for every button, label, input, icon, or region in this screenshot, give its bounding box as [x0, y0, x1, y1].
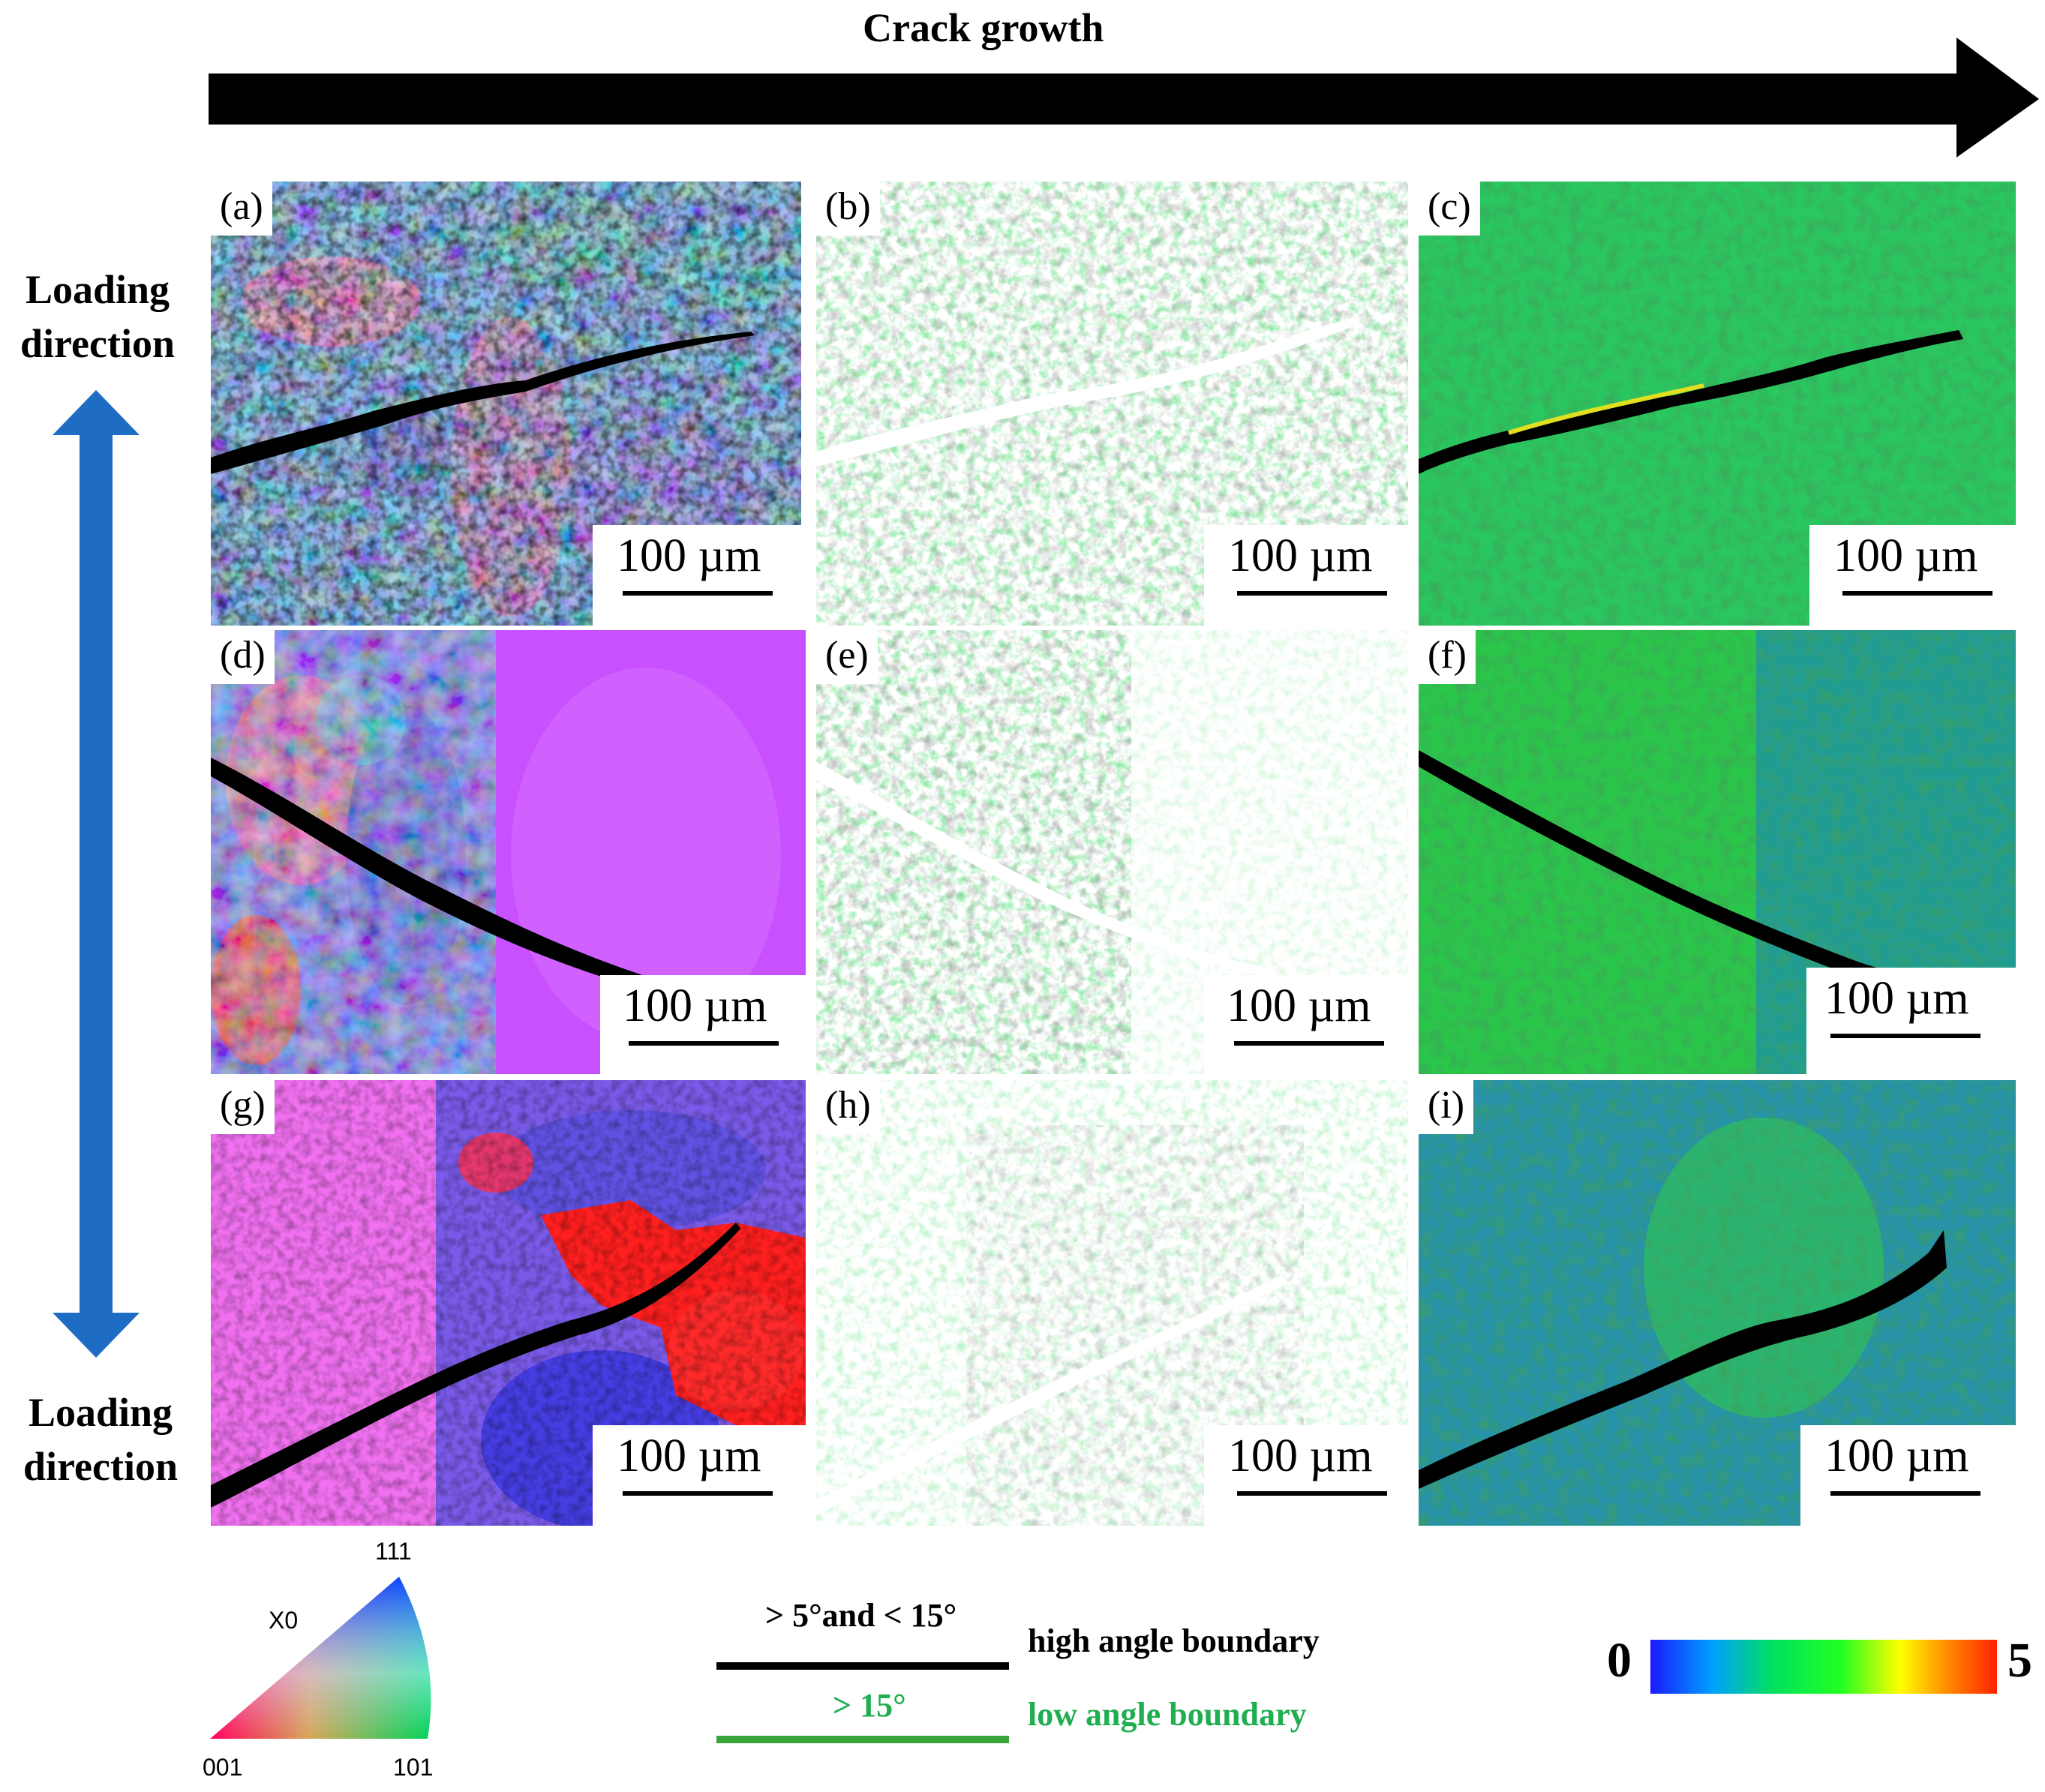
scalebar-text: 100 µm	[1833, 530, 1978, 581]
boundary-black-range: > 5°and < 15°	[765, 1597, 957, 1634]
boundary-green-line	[716, 1736, 1009, 1743]
boundary-green-range: > 15°	[833, 1687, 906, 1724]
ipf-axis-label: X0	[269, 1607, 299, 1634]
ipf-corner-101: 101	[393, 1754, 434, 1781]
panel-c-kam-map	[1419, 182, 2016, 626]
panel-d-ipf-map	[211, 630, 806, 1074]
scalebar-line	[1830, 1491, 1980, 1496]
scalebar-text: 100 µm	[1227, 980, 1371, 1031]
colorbar-max-label: 5	[2007, 1633, 2032, 1688]
panel-g-label: (g)	[211, 1080, 275, 1134]
panel-d-scalebar: 100 µm	[600, 975, 806, 1074]
panel-e-label: (e)	[816, 630, 878, 684]
loading-label-line1: Loading	[25, 267, 170, 312]
panel-f-label: (f)	[1419, 630, 1476, 684]
panel-g-scalebar: 100 µm	[593, 1425, 806, 1526]
panel-a-label: (a)	[211, 182, 272, 236]
scalebar-line	[623, 1491, 773, 1496]
scalebar-text: 100 µm	[1824, 1430, 1969, 1481]
boundary-black-label: high angle boundary	[1028, 1622, 1320, 1659]
scalebar-text: 100 µm	[617, 1430, 761, 1481]
scalebar-text: 100 µm	[1228, 1430, 1373, 1481]
panel-h-scalebar: 100 µm	[1204, 1425, 1408, 1526]
loading-label-line2: direction	[23, 1444, 178, 1489]
scalebar-text: 100 µm	[1228, 530, 1373, 581]
scalebar-line	[1830, 1034, 1980, 1038]
scalebar-line	[1237, 1491, 1387, 1496]
panel-a-scalebar: 100 µm	[593, 525, 801, 626]
scalebar-line	[1842, 591, 1992, 596]
panel-g-ipf-map	[211, 1080, 806, 1526]
panel-f-scalebar: 100 µm	[1806, 968, 2016, 1074]
panel-i-scalebar: 100 µm	[1800, 1425, 2016, 1526]
ipf-corner-001: 001	[203, 1754, 243, 1781]
loading-direction-bottom: Loading direction	[3, 1385, 198, 1493]
panel-i-kam-map	[1419, 1080, 2016, 1526]
crack-growth-label: Crack growth	[863, 5, 1104, 50]
panel-i-label: (i)	[1419, 1080, 1474, 1134]
ipf-corner-111: 111	[375, 1538, 412, 1565]
crack-growth-arrow	[209, 38, 2039, 158]
scalebar-line	[629, 1041, 779, 1046]
boundary-black-line	[716, 1662, 1009, 1670]
panel-h-label: (h)	[816, 1080, 880, 1134]
scalebar-line	[1237, 591, 1387, 596]
loading-direction-top: Loading direction	[0, 263, 195, 371]
kam-colorbar	[1650, 1640, 1997, 1694]
loading-direction-arrow	[53, 390, 140, 1358]
panel-b-label: (b)	[816, 182, 880, 236]
panel-d-label: (d)	[211, 630, 275, 684]
loading-label-line2: direction	[20, 321, 175, 366]
scalebar-line	[623, 591, 773, 596]
panel-b-boundary-map	[816, 182, 1408, 626]
scalebar-text: 100 µm	[617, 530, 761, 581]
scalebar-text: 100 µm	[623, 980, 767, 1031]
panel-c-scalebar: 100 µm	[1809, 525, 2016, 626]
panel-b-scalebar: 100 µm	[1204, 525, 1408, 626]
scalebar-line	[1234, 1041, 1384, 1046]
scalebar-text: 100 µm	[1824, 973, 1969, 1024]
ipf-color-triangle	[210, 1577, 431, 1739]
boundary-green-label: low angle boundary	[1028, 1696, 1307, 1733]
panel-e-scalebar: 100 µm	[1204, 975, 1408, 1074]
panel-c-label: (c)	[1419, 182, 1480, 236]
colorbar-min-label: 0	[1607, 1633, 1632, 1688]
loading-label-line1: Loading	[28, 1390, 173, 1435]
